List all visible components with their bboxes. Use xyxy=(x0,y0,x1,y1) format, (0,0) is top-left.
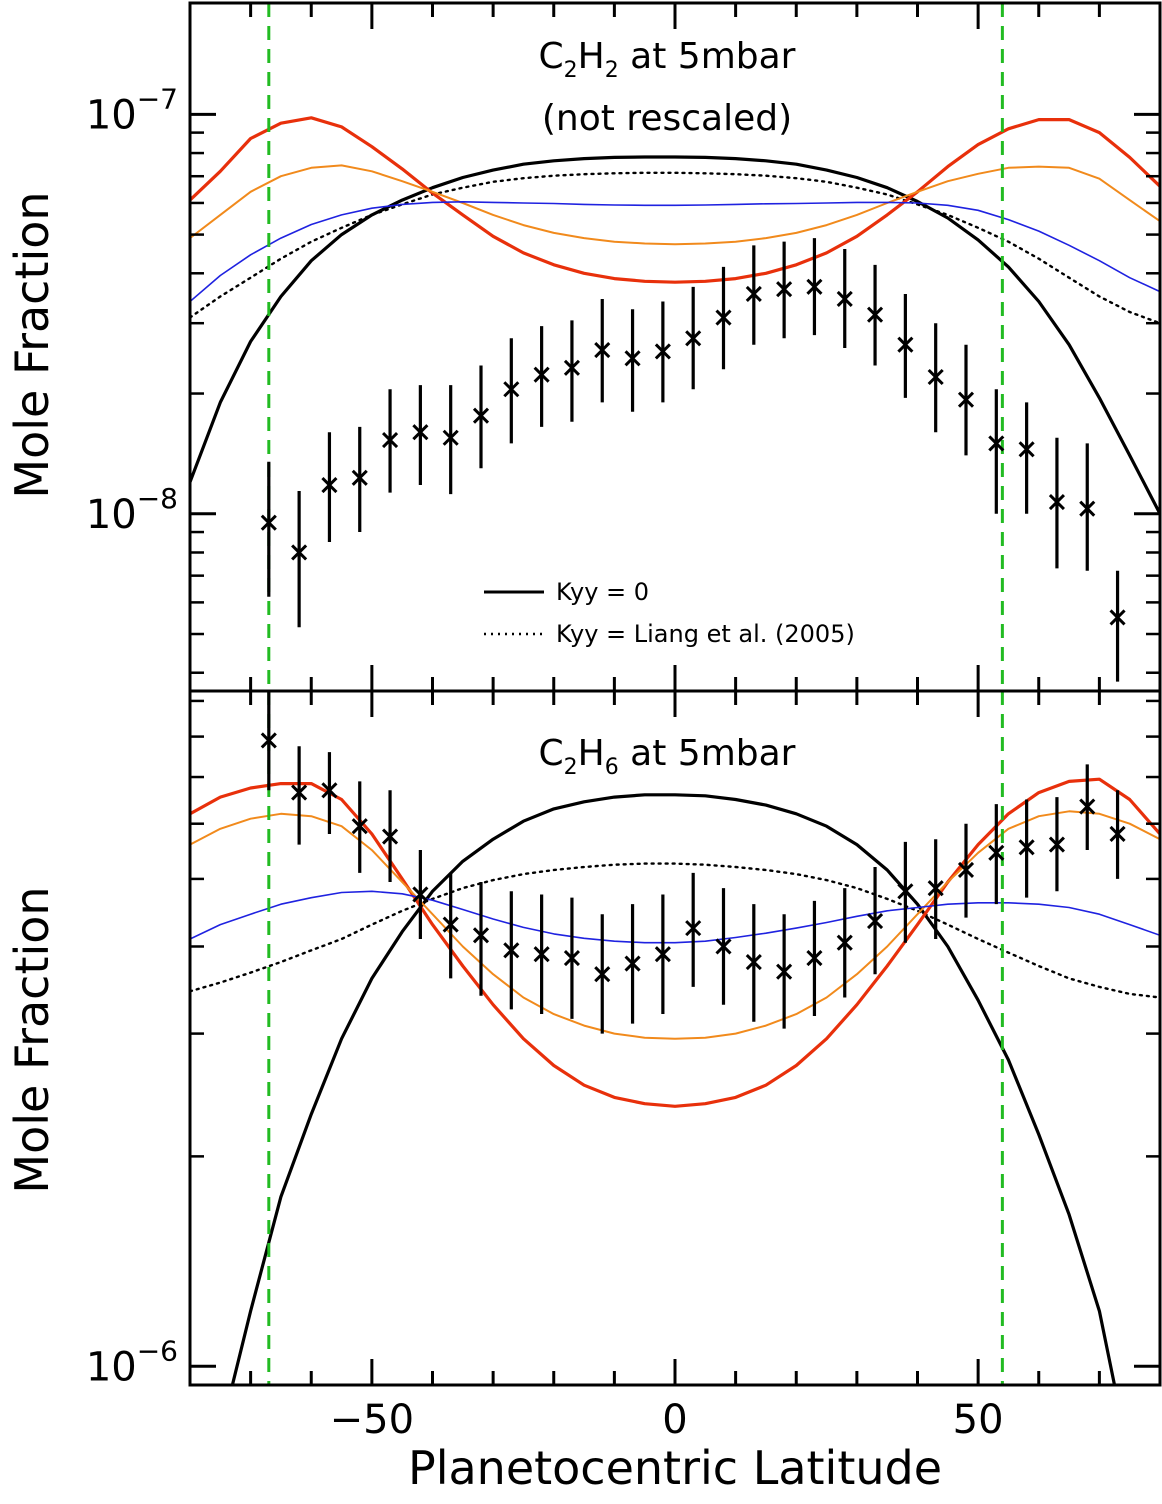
legend-label: Kyy = Liang et al. (2005) xyxy=(556,620,855,648)
data-point xyxy=(1048,836,1066,853)
data-point xyxy=(533,946,550,963)
data-point xyxy=(503,942,520,959)
data-points xyxy=(260,238,1126,682)
data-point xyxy=(776,281,793,298)
series-line-blue xyxy=(190,890,1160,944)
data-point xyxy=(867,306,884,323)
data-point xyxy=(745,285,762,303)
data-point xyxy=(957,391,975,408)
data-point xyxy=(382,828,399,845)
panel-title-line: C2H6 at 5mbar xyxy=(539,733,796,780)
data-point xyxy=(1109,825,1126,843)
data-point xyxy=(291,544,308,561)
series-line-kyy0 xyxy=(230,793,1117,1385)
data-point xyxy=(988,435,1005,452)
data-point xyxy=(412,424,429,441)
data-point xyxy=(715,309,732,326)
data-point xyxy=(927,368,944,386)
data-point xyxy=(776,963,793,980)
data-point xyxy=(291,784,308,801)
data-point xyxy=(654,343,671,360)
data-point xyxy=(472,927,490,944)
series-line-liang xyxy=(190,862,1160,999)
x-axis-title: Planetocentric Latitude xyxy=(408,1441,942,1495)
series-line-blue xyxy=(190,201,1160,303)
data-point xyxy=(563,359,580,376)
y-tick-label: 10−6 xyxy=(86,1334,178,1390)
series-line-red xyxy=(190,777,1160,1108)
data-point xyxy=(594,341,611,359)
data-point xyxy=(1048,493,1066,511)
x-tick-label: −50 xyxy=(330,1397,414,1443)
data-point xyxy=(988,844,1005,861)
data-point xyxy=(260,732,277,749)
panel-title-line: (not rescaled) xyxy=(542,98,792,139)
series-line-liang xyxy=(190,171,1160,325)
data-point xyxy=(897,336,914,353)
panels: 10−7 10−8 Mole Fraction C2H2 at 5mbar (not r… xyxy=(5,1,1162,1495)
data-point xyxy=(836,934,853,951)
y-tick-label: 10−8 xyxy=(86,482,178,538)
data-point xyxy=(957,861,975,879)
data-point xyxy=(260,514,277,531)
data-point xyxy=(442,916,459,933)
data-point xyxy=(351,818,368,835)
data-point xyxy=(715,938,732,955)
data-point xyxy=(745,953,762,971)
chart-panel-1: 10−7 10−8 Mole Fraction C2H2 at 5mbar (not r… xyxy=(5,1,1162,693)
series-line-orange xyxy=(190,810,1160,1040)
data-point xyxy=(472,407,490,424)
data-point xyxy=(321,477,338,494)
y-axis-title: Mole Fraction xyxy=(5,886,59,1193)
data-point xyxy=(533,366,550,383)
data-point xyxy=(382,431,399,449)
data-point xyxy=(442,429,459,446)
data-point xyxy=(321,782,338,799)
panel-title-line: C2H2 at 5mbar xyxy=(539,36,796,83)
model-lines xyxy=(190,116,1160,516)
data-point xyxy=(897,883,914,900)
data-point xyxy=(867,913,884,930)
data-point xyxy=(685,330,702,347)
data-point xyxy=(351,469,368,486)
data-point xyxy=(624,955,641,972)
data-point xyxy=(594,966,611,983)
x-tick-label: 0 xyxy=(662,1397,687,1443)
data-point xyxy=(806,949,823,967)
data-point xyxy=(806,278,823,295)
data-point xyxy=(624,350,641,367)
series-line-red xyxy=(190,116,1160,284)
x-tick-label: 50 xyxy=(953,1397,1004,1443)
legend-label: Kyy = 0 xyxy=(556,578,649,606)
data-point xyxy=(685,920,702,937)
data-point xyxy=(836,290,853,308)
data-point xyxy=(1079,798,1096,815)
data-point xyxy=(1079,500,1096,517)
data-points xyxy=(260,691,1126,1034)
y-tick-label: 10−7 xyxy=(86,82,178,138)
data-point xyxy=(1109,609,1126,626)
data-point xyxy=(503,381,520,398)
series-line-kyy0 xyxy=(190,155,1160,516)
series-line-orange xyxy=(190,164,1160,246)
data-point xyxy=(654,946,671,963)
data-point xyxy=(927,880,944,897)
y-axis-title: Mole Fraction xyxy=(5,191,59,498)
data-point xyxy=(1018,839,1035,856)
data-point xyxy=(563,949,580,967)
data-point xyxy=(1018,441,1035,458)
model-lines xyxy=(190,777,1160,1385)
data-point xyxy=(412,886,429,903)
